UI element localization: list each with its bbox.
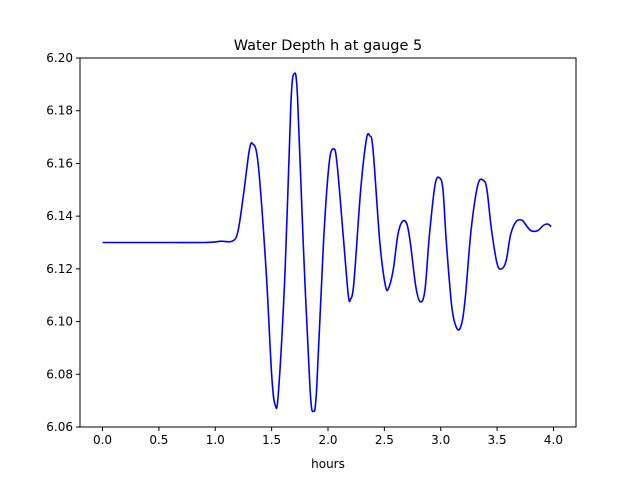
x-tick-label: 0.0 bbox=[93, 433, 112, 447]
plot-area: 0.0 0.5 1.0 1.5 2.0 2.5 3.0 3.5 4.0 6.06 6.08 6.10 6… bbox=[46, 51, 577, 447]
y-tick-label: 6.16 bbox=[46, 156, 73, 170]
series-line-0 bbox=[102, 72, 552, 413]
x-tick-label: 1.0 bbox=[206, 433, 225, 447]
x-tick-label: 3.0 bbox=[431, 433, 450, 447]
x-tick-label: 4.0 bbox=[544, 433, 563, 447]
x-tick-label: 2.0 bbox=[318, 433, 337, 447]
x-tick-label: 0.5 bbox=[149, 433, 168, 447]
y-tick-label: 6.08 bbox=[46, 367, 73, 381]
y-tick-label: 6.10 bbox=[46, 315, 73, 329]
y-tick-label: 6.06 bbox=[46, 420, 73, 434]
y-tick-label: 6.20 bbox=[46, 51, 73, 65]
y-tick-label: 6.12 bbox=[46, 262, 73, 276]
y-tick-label: 6.18 bbox=[46, 104, 73, 118]
chart-title: Water Depth h at gauge 5 bbox=[234, 38, 422, 54]
x-tick-label: 2.5 bbox=[375, 433, 394, 447]
x-tick-label: 1.5 bbox=[262, 433, 281, 447]
x-axis-label: hours bbox=[311, 457, 345, 471]
y-tick-label: 6.14 bbox=[46, 209, 73, 223]
x-tick-label: 3.5 bbox=[488, 433, 507, 447]
